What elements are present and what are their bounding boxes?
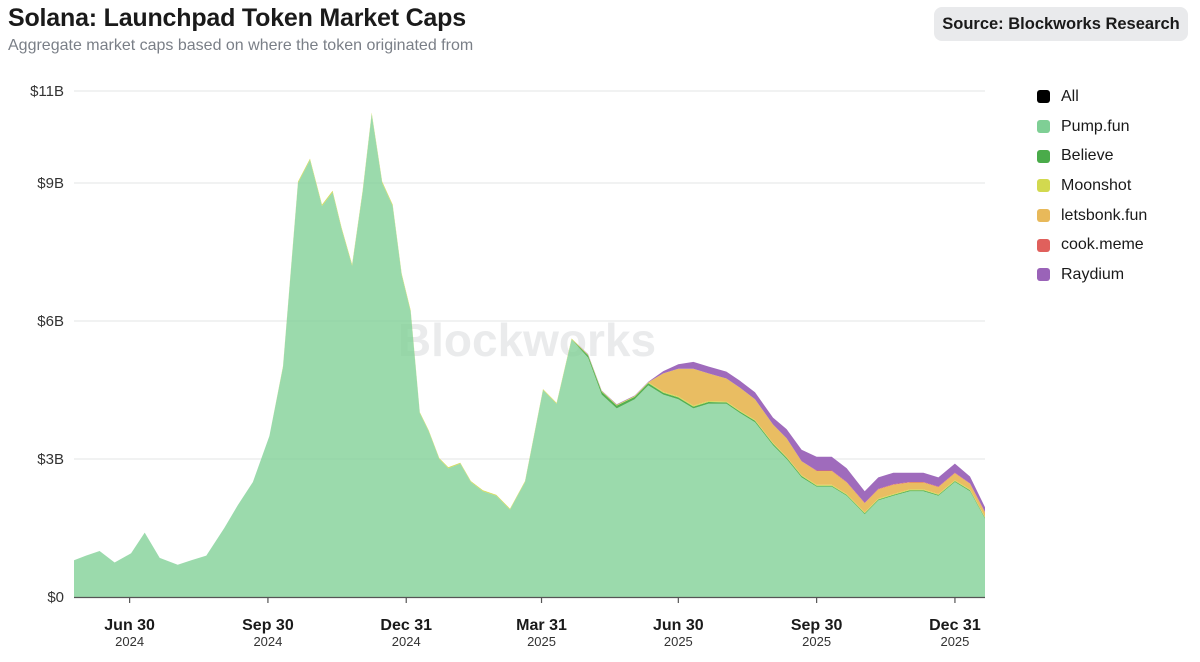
x-tick-year: 2025 xyxy=(802,634,831,649)
x-tick-year: 2024 xyxy=(115,634,144,649)
legend: All Pump.fun Believe Moonshot letsbonk.fun co… xyxy=(1037,82,1197,290)
legend-item[interactable]: Pump.fun xyxy=(1037,112,1197,142)
x-tick-label: Sep 30 xyxy=(242,617,294,634)
legend-swatch xyxy=(1037,238,1050,252)
y-tick-label: $3B xyxy=(37,451,64,468)
legend-item[interactable]: Believe xyxy=(1037,141,1197,171)
legend-label: All xyxy=(1061,87,1079,105)
watermark: Blockworks xyxy=(398,314,656,366)
source-badge: Source: Blockworks Research xyxy=(934,7,1188,41)
x-tick-label: Dec 31 xyxy=(929,617,981,634)
legend-label: Pump.fun xyxy=(1061,117,1130,135)
legend-item[interactable]: Raydium xyxy=(1037,260,1197,290)
area-pump-fun xyxy=(74,114,985,597)
page-subtitle: Aggregate market caps based on where the… xyxy=(8,37,474,54)
x-tick-year: 2024 xyxy=(392,634,421,649)
x-tick-label: Mar 31 xyxy=(516,617,567,634)
legend-label: Moonshot xyxy=(1061,176,1132,194)
legend-item[interactable]: All xyxy=(1037,82,1197,112)
y-tick-label: $9B xyxy=(37,175,64,192)
legend-swatch xyxy=(1037,268,1050,282)
page-title: Solana: Launchpad Token Market Caps xyxy=(8,4,466,32)
area-series xyxy=(74,112,985,597)
x-tick-year: 2024 xyxy=(253,634,282,649)
legend-swatch xyxy=(1037,209,1050,223)
x-tick-label: Jun 30 xyxy=(104,617,155,634)
legend-swatch xyxy=(1037,149,1050,163)
x-tick-label: Jun 30 xyxy=(653,617,704,634)
legend-item[interactable]: letsbonk.fun xyxy=(1037,201,1197,231)
legend-label: Believe xyxy=(1061,147,1114,165)
y-tick-label: $0 xyxy=(47,589,64,606)
legend-swatch xyxy=(1037,179,1050,193)
legend-item[interactable]: Moonshot xyxy=(1037,171,1197,201)
x-tick-year: 2025 xyxy=(527,634,556,649)
y-tick-label: $11B xyxy=(30,83,64,100)
legend-label: cook.meme xyxy=(1061,236,1144,254)
x-tick-year: 2025 xyxy=(940,634,969,649)
y-tick-label: $6B xyxy=(37,313,64,330)
grid-lines: $0 $3B $6B $9B $11B xyxy=(30,83,985,606)
legend-swatch xyxy=(1037,120,1050,134)
x-tick-label: Sep 30 xyxy=(791,617,843,634)
legend-item[interactable]: cook.meme xyxy=(1037,230,1197,260)
legend-label: letsbonk.fun xyxy=(1061,206,1148,224)
x-tick-year: 2025 xyxy=(664,634,693,649)
legend-label: Raydium xyxy=(1061,265,1125,283)
legend-swatch xyxy=(1037,90,1050,104)
x-tick-label: Dec 31 xyxy=(380,617,432,634)
